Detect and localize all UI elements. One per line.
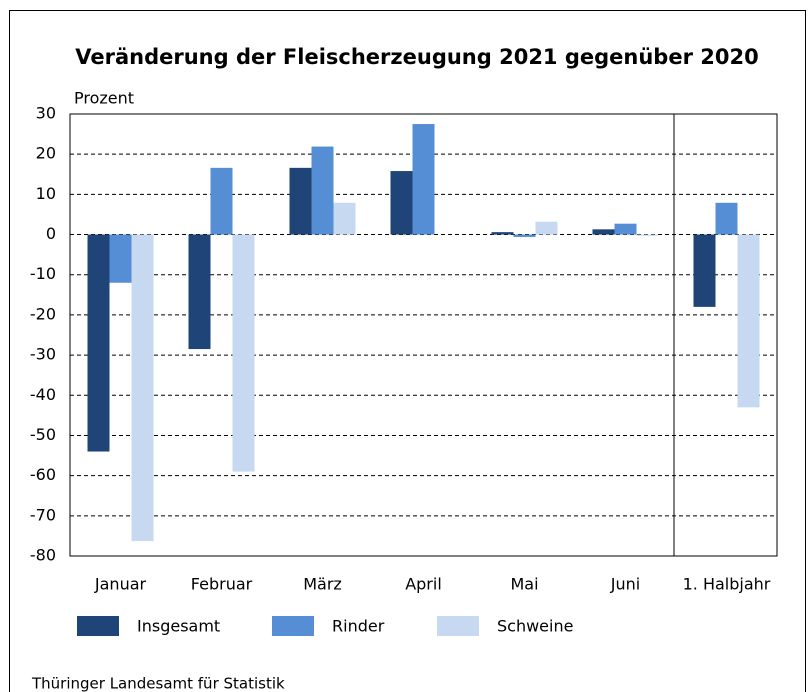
y-tick-label: -30	[30, 345, 56, 364]
y-tick-label: 0	[46, 224, 56, 243]
y-tick-label: -60	[30, 465, 56, 484]
y-tick-label: -50	[30, 425, 56, 444]
source: Thüringer Landesamt für Statistik	[31, 675, 285, 692]
legend-swatch	[437, 616, 479, 636]
x-tick-label: Januar	[94, 575, 147, 594]
x-tick-label: März	[303, 575, 342, 594]
legend-label: Insgesamt	[137, 617, 220, 636]
bar	[412, 124, 435, 235]
bar	[311, 146, 334, 235]
y-tick-label: 20	[36, 144, 56, 163]
legend-swatch	[272, 616, 314, 636]
bar	[715, 202, 738, 235]
bar	[188, 234, 211, 350]
bar	[289, 167, 312, 235]
bar	[535, 221, 558, 235]
bar	[87, 234, 110, 452]
x-tick-label: Februar	[191, 575, 253, 594]
frame	[9, 10, 806, 692]
bar	[131, 234, 154, 542]
legend-label: Rinder	[332, 617, 385, 636]
bar	[109, 234, 132, 283]
bar	[737, 234, 760, 408]
y-tick-label: -20	[30, 304, 56, 323]
x-tick-label: April	[405, 575, 442, 594]
y-tick-label: -70	[30, 505, 56, 524]
legend-label: Schweine	[497, 617, 573, 636]
bar	[592, 229, 615, 235]
x-tick-label: 1. Halbjahr	[683, 575, 771, 594]
bar	[390, 171, 413, 235]
bar	[232, 234, 255, 472]
bar	[210, 167, 233, 235]
x-tick-label: Mai	[510, 575, 538, 594]
y-tick-label: 10	[36, 184, 56, 203]
bar	[513, 234, 536, 237]
y-tick-label: -10	[30, 264, 56, 283]
y-tick-label: 30	[36, 104, 56, 123]
bar	[614, 223, 637, 235]
y-axis-label: Prozent	[74, 89, 134, 108]
bar	[636, 234, 659, 236]
legend-swatch	[77, 616, 119, 636]
y-tick-label: -80	[30, 546, 56, 565]
y-tick-label: -40	[30, 385, 56, 404]
x-tick-label: Juni	[610, 575, 640, 594]
bar	[693, 234, 716, 307]
bar	[333, 202, 356, 235]
chart-title: Veränderung der Fleischerzeugung 2021 ge…	[75, 45, 758, 69]
bar	[491, 232, 514, 235]
